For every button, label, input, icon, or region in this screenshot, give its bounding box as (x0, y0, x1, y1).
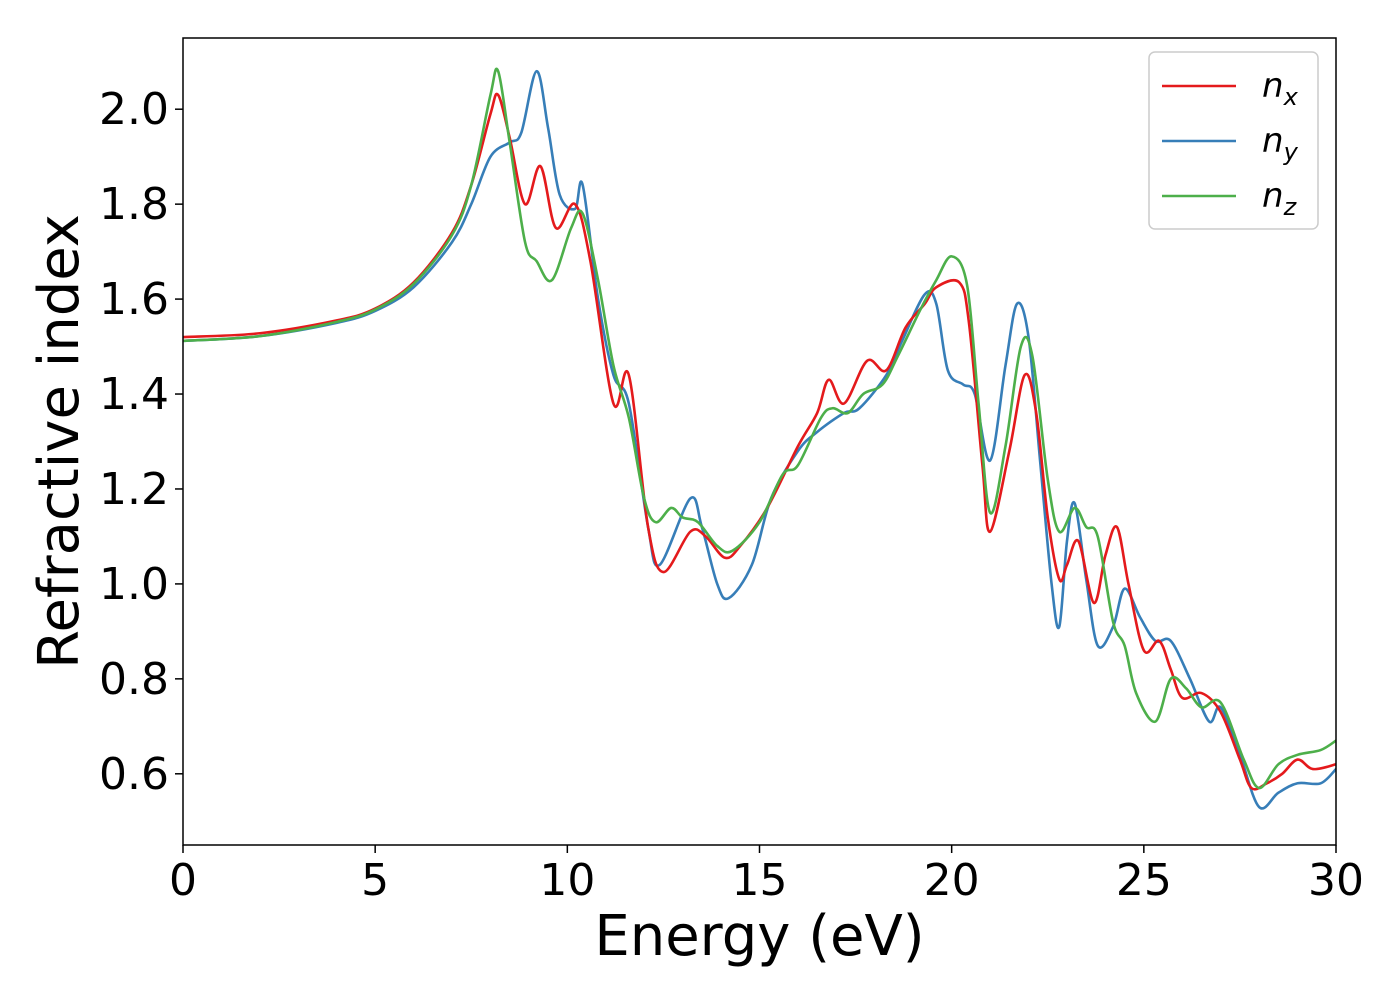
x-tick-label: 5 (361, 855, 389, 906)
x-tick-label: 20 (924, 855, 980, 906)
y-tick-label: 2.0 (99, 84, 169, 135)
x-tick-label: 0 (169, 855, 197, 906)
x-axis-label: Energy (eV) (594, 904, 924, 969)
x-tick-label: 10 (539, 855, 595, 906)
y-axis: 0.6 0.8 1.0 1.2 1.4 1.6 1.8 2.0 (99, 84, 183, 800)
y-tick-label: 1.2 (99, 464, 169, 515)
y-tick-label: 0.6 (99, 749, 169, 800)
series-line-ny (183, 69, 1336, 810)
legend-label-ny: ny (1262, 121, 1299, 166)
y-tick-label: 1.8 (99, 179, 169, 230)
series-line-nz (183, 67, 1336, 790)
y-axis-label: Refractive index (27, 214, 92, 669)
y-tick-label: 1.0 (99, 559, 169, 610)
x-tick-label: 15 (732, 855, 788, 906)
x-axis: 0 5 10 15 20 25 30 (169, 845, 1364, 906)
x-tick-label: 30 (1308, 855, 1364, 906)
y-tick-label: 1.4 (99, 369, 169, 420)
y-tick-label: 0.8 (99, 654, 169, 705)
series-layer (183, 67, 1336, 810)
x-tick-label: 25 (1116, 855, 1172, 906)
y-tick-label: 1.6 (99, 274, 169, 325)
series-line-nx (183, 92, 1336, 791)
